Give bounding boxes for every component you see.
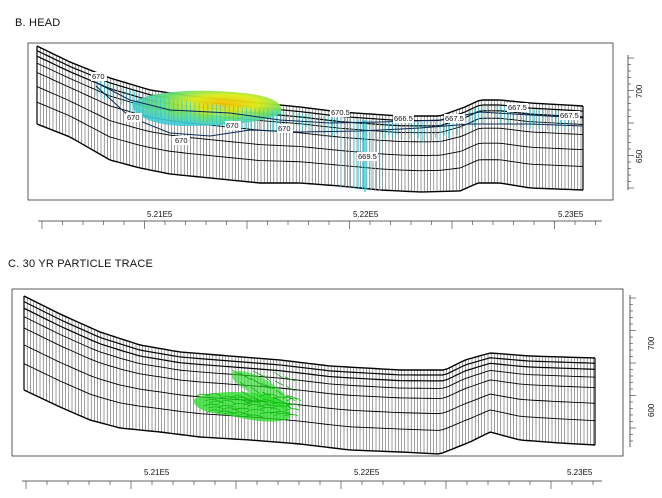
- y-tick-label: 700: [635, 84, 644, 98]
- head-contour-line: [94, 81, 584, 124]
- panel-b-elevation-axis: 700 650: [627, 55, 644, 190]
- panel-b-bottom-surface: [36, 123, 584, 193]
- y-tick-label: 650: [635, 149, 644, 163]
- panel-b-easting-axis: 5.21E5 5.22E5 5.23E5: [38, 210, 602, 229]
- panel-b-head-plume: [95, 78, 579, 192]
- x-tick-label: 5.21E5: [147, 210, 173, 219]
- panel-b-layer-line: [36, 101, 584, 172]
- contour-label: 670: [92, 72, 105, 81]
- x-tick-label: 5.23E5: [558, 210, 584, 219]
- panel-b-grid: [36, 45, 584, 193]
- contour-label: 667.5: [445, 114, 464, 123]
- contour-label: 670: [226, 121, 239, 130]
- panel-b-layer-line: [36, 72, 584, 143]
- contour-label: 670.5: [331, 108, 350, 117]
- panel-b-frame: [27, 42, 614, 201]
- contour-label: 666.5: [394, 114, 413, 123]
- panel-b-title: B. HEAD: [15, 17, 61, 29]
- panel-c-title: C. 30 YR PARTICLE TRACE: [8, 258, 154, 270]
- contour-label: 670: [127, 113, 140, 122]
- panel-b-top-surface: [36, 45, 584, 117]
- contour-label: 669.5: [358, 152, 377, 161]
- contour-label: 667.5: [560, 111, 579, 120]
- panel-b-layer-line: [36, 86, 584, 156]
- panel-b-layer-line: [36, 50, 584, 122]
- head-contour-line: [95, 85, 584, 137]
- x-tick-label: 5.22E5: [353, 210, 379, 219]
- panel-b-contours: [94, 81, 584, 137]
- contour-label: 667.5: [508, 103, 527, 112]
- contour-label: 670: [278, 124, 291, 133]
- contour-label: 670: [175, 136, 188, 145]
